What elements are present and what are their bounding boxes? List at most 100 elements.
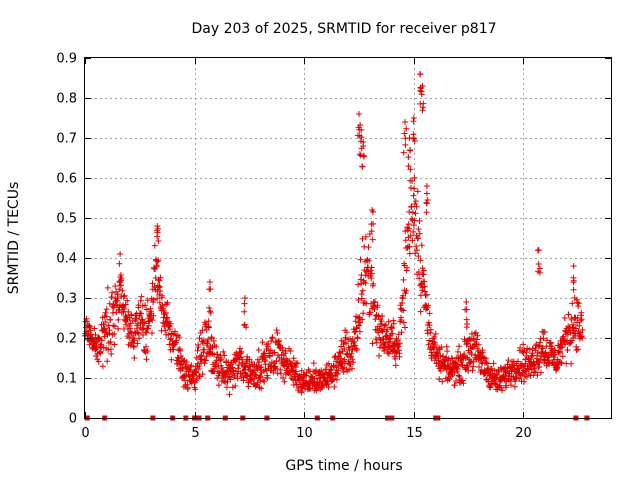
data-point (466, 335, 473, 342)
data-point (196, 335, 203, 342)
data-point (476, 364, 482, 370)
data-point (348, 350, 355, 357)
data-point (358, 295, 365, 302)
data-point (251, 375, 258, 382)
data-point (162, 327, 169, 334)
data-point (205, 318, 212, 325)
data-point (155, 238, 162, 244)
data-point (226, 391, 233, 398)
data-point (119, 287, 126, 294)
data-point (463, 299, 470, 305)
data-point (422, 292, 429, 299)
data-point (360, 310, 367, 317)
data-point (177, 347, 184, 354)
data-point (145, 322, 152, 329)
data-point (456, 373, 463, 380)
data-point (339, 364, 346, 371)
data-point (349, 336, 356, 342)
data-point (101, 333, 108, 340)
data-point (449, 355, 456, 362)
data-point (346, 366, 353, 373)
data-point (87, 327, 94, 334)
data-point (410, 228, 417, 235)
data-point (258, 364, 265, 371)
data-point (402, 119, 408, 125)
data-point (411, 174, 418, 181)
data-point (357, 256, 364, 263)
data-point (499, 387, 506, 394)
data-point (570, 279, 577, 286)
data-point (413, 243, 420, 250)
data-point (421, 283, 428, 290)
y-tick-label: 0 (69, 412, 77, 427)
data-point (402, 324, 408, 331)
data-point (396, 353, 403, 360)
data-point (384, 326, 391, 333)
data-point (157, 288, 164, 295)
data-point (238, 348, 245, 355)
data-point (406, 225, 412, 232)
data-point (424, 327, 431, 334)
data-point (136, 335, 143, 342)
data-point (294, 360, 301, 367)
data-point (459, 377, 466, 384)
data-point (144, 348, 151, 354)
data-point (195, 366, 202, 372)
data-point (511, 383, 518, 390)
data-point (154, 295, 161, 302)
data-point (244, 373, 251, 380)
data-point (122, 301, 129, 308)
data-point (426, 322, 433, 329)
data-point (411, 138, 418, 144)
data-point (337, 355, 344, 362)
data-point (355, 297, 362, 303)
plot-frame (84, 57, 612, 419)
data-point (139, 316, 146, 323)
data-point (362, 272, 369, 279)
data-point (206, 304, 213, 311)
data-point (570, 286, 577, 293)
data-point (349, 356, 356, 363)
data-point (368, 221, 375, 228)
data-point (350, 359, 357, 366)
data-point (400, 319, 407, 326)
data-point (239, 359, 246, 366)
data-point (372, 336, 379, 343)
data-point (259, 339, 266, 346)
data-point (579, 326, 586, 333)
data-point (103, 313, 110, 320)
data-point (238, 354, 245, 360)
data-point (142, 302, 149, 309)
data-point (172, 328, 178, 335)
data-point (535, 343, 542, 350)
data-point (532, 368, 539, 375)
data-point (463, 341, 470, 348)
data-point (443, 367, 450, 373)
x-axis-label: GPS time / hours (285, 458, 402, 474)
data-point (109, 289, 116, 296)
data-point (427, 326, 434, 333)
data-point (544, 337, 551, 344)
data-point (564, 347, 571, 353)
data-point (176, 334, 183, 341)
data-point (140, 319, 147, 326)
data-point (341, 346, 348, 353)
data-point (537, 369, 544, 376)
data-point (409, 209, 416, 216)
data-point (210, 337, 217, 344)
data-point (280, 374, 286, 381)
data-point (95, 358, 102, 365)
data-point (182, 377, 188, 384)
data-point (270, 369, 277, 376)
data-point (425, 302, 432, 309)
data-point (232, 358, 239, 365)
data-point (166, 326, 173, 333)
data-point (390, 320, 397, 327)
data-point (155, 284, 162, 291)
data-point (258, 385, 265, 392)
data-point (455, 363, 462, 370)
data-point (269, 334, 276, 341)
y-tick-label: 0.7 (56, 132, 77, 147)
data-point (200, 340, 206, 346)
data-point (557, 359, 564, 366)
